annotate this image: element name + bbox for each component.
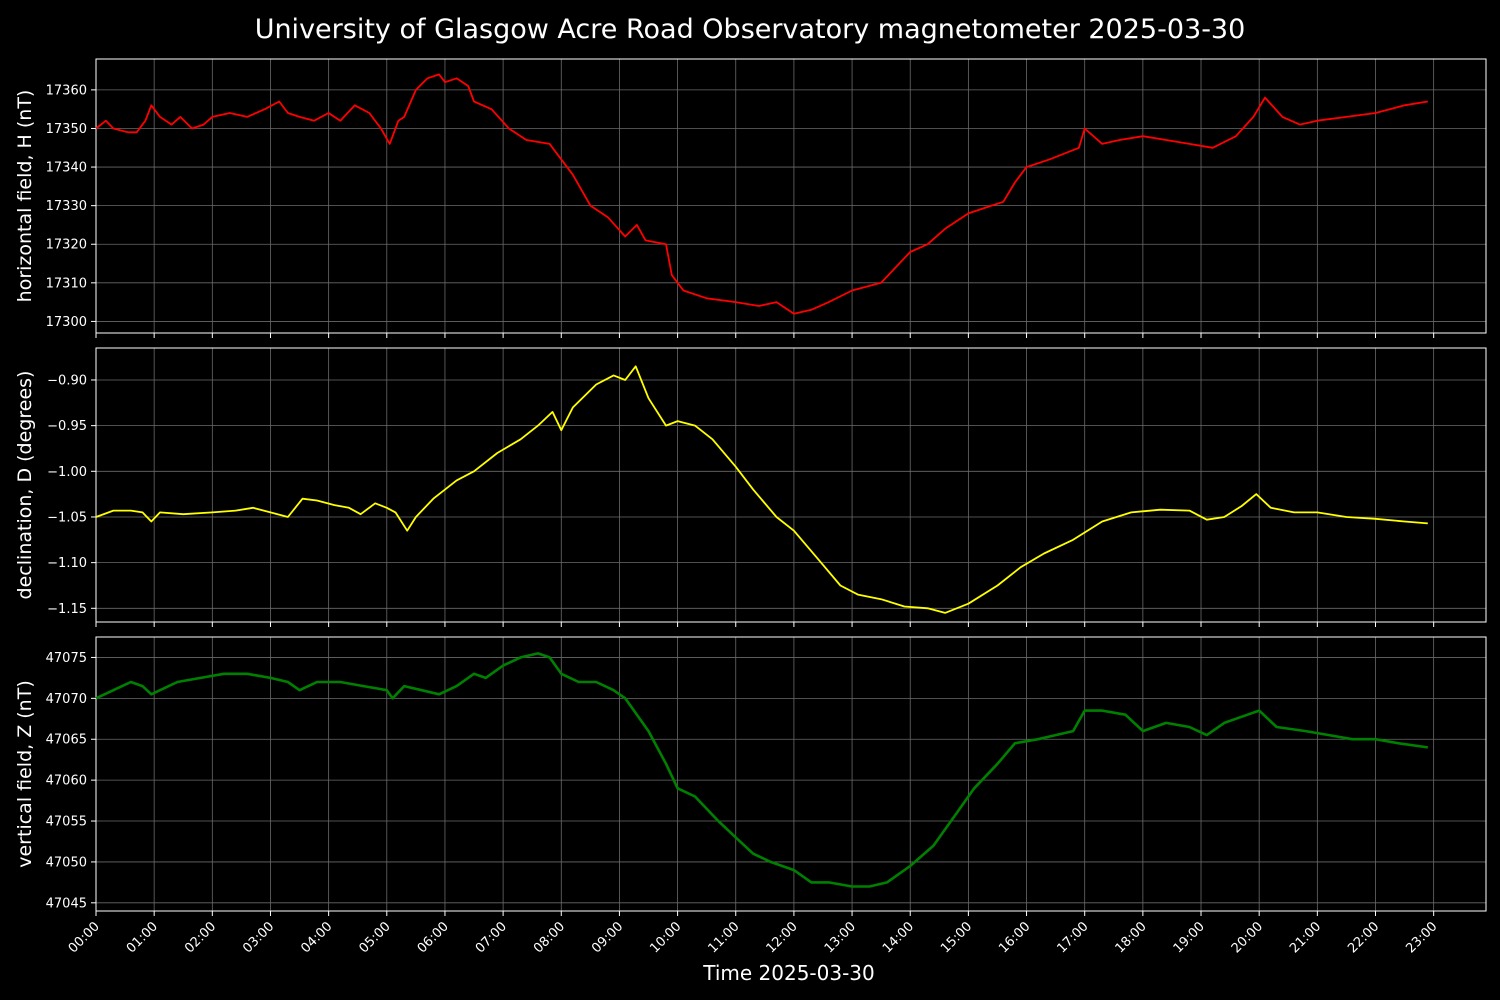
y-axis-label: declination, D (degrees)	[14, 371, 36, 600]
y-tick-label: 17320	[46, 238, 87, 253]
y-tick-label: 17300	[46, 315, 87, 330]
y-tick-label: −1.00	[47, 465, 87, 480]
y-tick-label: 17330	[46, 199, 87, 214]
x-tick-label: 10:00	[647, 919, 684, 956]
x-tick-label: 04:00	[298, 919, 335, 956]
x-tick-label: 14:00	[880, 919, 917, 956]
y-tick-label: 47065	[46, 733, 87, 748]
y-tick-label: −0.90	[47, 373, 87, 388]
y-tick-label: −1.05	[47, 510, 87, 525]
axes-frame	[95, 58, 1487, 334]
x-tick-label: 02:00	[182, 919, 219, 956]
x-tick-label: 12:00	[764, 919, 801, 956]
y-tick-label: 17310	[46, 276, 87, 291]
y-tick-label: 47070	[46, 692, 87, 707]
x-tick-label: 22:00	[1345, 919, 1382, 956]
x-tick-label: 05:00	[357, 919, 394, 956]
x-tick-label: 06:00	[415, 919, 452, 956]
x-tick-label: 15:00	[938, 919, 975, 956]
x-tick-label: 09:00	[589, 919, 626, 956]
y-tick-label: 47045	[46, 896, 87, 911]
panel-z: 47045 47050 47055 47060 47065 47070 47075 verti…	[14, 636, 1487, 916]
series-line-h	[95, 73, 1428, 315]
x-tick-label: 01:00	[124, 919, 161, 956]
chart-title: University of Glasgow Acre Road Observat…	[254, 14, 1246, 45]
x-tick-label: 08:00	[531, 919, 568, 956]
x-tick-label: 21:00	[1287, 919, 1324, 956]
y-tick-label: 47060	[46, 774, 87, 789]
x-tick-label: 17:00	[1054, 919, 1091, 956]
y-tick-label: 47050	[46, 855, 87, 870]
y-tick-label: 47075	[46, 651, 87, 666]
axes-frame	[95, 347, 1487, 623]
y-tick-label: −1.15	[47, 602, 87, 617]
x-tick-label: 23:00	[1403, 919, 1440, 956]
x-tick-label: 20:00	[1229, 919, 1266, 956]
y-tick-label: −0.95	[47, 419, 87, 434]
y-tick-label: 17360	[46, 83, 87, 98]
series-line-z	[95, 652, 1428, 888]
panel-d: −1.15 −1.10 −1.05 −1.00 −0.95 −0.90 declinatio…	[14, 347, 1487, 627]
x-tick-label: 03:00	[240, 919, 277, 956]
y-tick-label: 17340	[46, 161, 87, 176]
x-tick-label: 11:00	[705, 919, 742, 956]
x-tick-label: 13:00	[822, 919, 859, 956]
y-axis-label: horizontal field, H (nT)	[14, 90, 36, 303]
axes-frame	[95, 636, 1487, 912]
x-tick-label: 19:00	[1171, 919, 1208, 956]
y-tick-label: 47055	[46, 815, 87, 830]
y-axis-label: vertical field, Z (nT)	[14, 680, 36, 868]
y-tick-label: −1.10	[47, 556, 87, 571]
y-tick-label: 17350	[46, 122, 87, 137]
series-line-d	[95, 365, 1428, 614]
x-tick-label: 00:00	[66, 919, 103, 956]
panel-h: 17300 17310 17320 17330 17340 17350 17360 horiz…	[14, 58, 1487, 338]
x-tick-label: 16:00	[996, 919, 1033, 956]
x-tick-label: 18:00	[1113, 919, 1150, 956]
x-axis-label: Time 2025-03-30	[702, 961, 875, 985]
x-tick-label: 07:00	[473, 919, 510, 956]
